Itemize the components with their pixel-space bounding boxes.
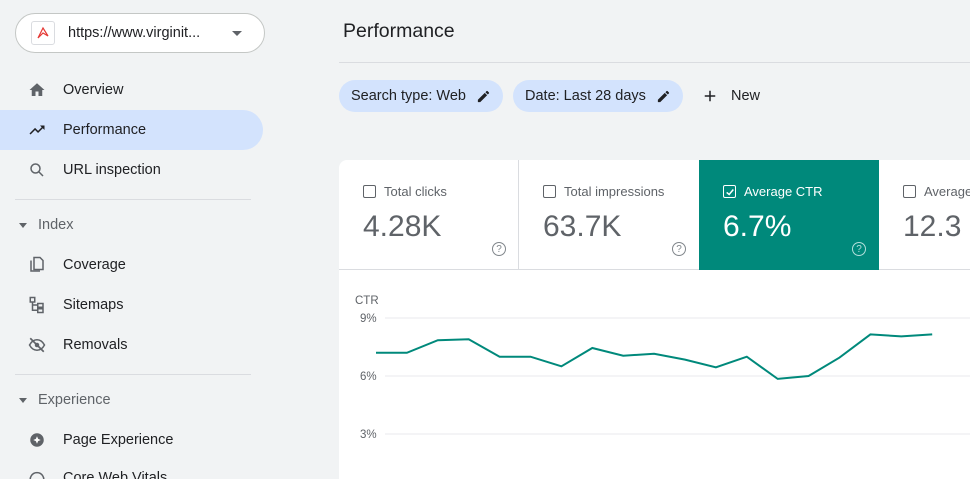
help-icon[interactable]: ? (852, 242, 866, 256)
sidebar-item-core-web-vitals[interactable]: Core Web Vitals (0, 458, 263, 479)
y-tick-label: 6% (360, 371, 377, 383)
header-divider (339, 62, 970, 63)
metric-value: 12.3 (903, 210, 962, 243)
eye-off-icon (27, 335, 47, 355)
sidebar-item-label: Coverage (63, 257, 126, 273)
metric-label: Average CTR (744, 184, 823, 199)
edit-pencil-icon (476, 89, 491, 104)
date-filter-chip[interactable]: Date: Last 28 days (513, 80, 683, 112)
checkbox-checked-icon[interactable] (723, 185, 736, 198)
metric-total-clicks[interactable]: Total clicks 4.28K ? (339, 160, 519, 270)
sidebar-item-label: Core Web Vitals (63, 470, 168, 479)
help-icon[interactable]: ? (672, 242, 686, 256)
divider (15, 374, 251, 375)
search-icon (27, 160, 47, 180)
metric-average-position[interactable]: Average position 12.3 (879, 160, 970, 270)
metric-label: Total clicks (384, 184, 447, 199)
help-icon[interactable]: ? (492, 242, 506, 256)
file-copy-icon (27, 255, 47, 275)
main-content: Performance Search type: Web Date: Last … (320, 0, 970, 479)
arrow-drop-down-icon (19, 222, 27, 228)
sidebar-item-label: Sitemaps (63, 297, 124, 313)
metric-average-ctr[interactable]: Average CTR 6.7% ? (699, 160, 879, 270)
y-tick-label: 3% (360, 429, 377, 441)
speed-icon (27, 468, 47, 479)
arrow-drop-down-icon (19, 397, 27, 403)
home-icon (27, 80, 47, 100)
search-type-filter-chip[interactable]: Search type: Web (339, 80, 503, 112)
performance-card: Total clicks 4.28K ? Total impressions 6… (339, 160, 970, 479)
section-experience-toggle[interactable]: Experience (19, 392, 111, 408)
section-label: Experience (38, 392, 111, 408)
metric-value: 63.7K (543, 210, 622, 243)
sidebar-item-label: Page Experience (63, 432, 174, 448)
property-selector[interactable]: https://www.virginit... (15, 13, 265, 53)
sidebar-item-label: Performance (63, 122, 147, 138)
sidebar-item-overview[interactable]: Overview (0, 70, 263, 110)
sidebar-item-label: Overview (63, 82, 124, 98)
section-label: Index (38, 217, 74, 233)
property-url: https://www.virginit... (68, 25, 201, 41)
new-filter-label: New (731, 88, 761, 104)
sitemap-icon (27, 295, 47, 315)
checkbox-icon[interactable] (903, 185, 916, 198)
page-experience-icon (27, 430, 47, 450)
checkbox-icon[interactable] (363, 185, 376, 198)
sidebar-item-performance[interactable]: Performance (0, 110, 263, 150)
metric-label: Average position (924, 184, 970, 199)
trending-up-icon (27, 120, 47, 140)
sidebar: https://www.virginit... Overview Perform… (0, 0, 280, 479)
metric-label: Total impressions (564, 184, 665, 199)
chip-label: Date: Last 28 days (525, 88, 646, 104)
divider (15, 199, 251, 200)
ctr-chart: CTR 9% 6% 3% (355, 295, 970, 441)
sidebar-item-label: URL inspection (63, 162, 161, 178)
sidebar-item-removals[interactable]: Removals (0, 325, 263, 365)
edit-pencil-icon (656, 89, 671, 104)
y-tick-label: 9% (360, 313, 377, 325)
sidebar-item-coverage[interactable]: Coverage (0, 245, 263, 285)
divider (518, 160, 519, 270)
y-axis-label: CTR (355, 295, 379, 307)
plus-icon (701, 87, 719, 105)
chip-label: Search type: Web (351, 88, 466, 104)
page-title: Performance (343, 20, 455, 42)
metric-value: 4.28K (363, 210, 442, 243)
sidebar-item-label: Removals (63, 337, 128, 353)
metric-value: 6.7% (723, 210, 792, 243)
section-index-toggle[interactable]: Index (19, 217, 73, 233)
metric-total-impressions[interactable]: Total impressions 63.7K ? (519, 160, 699, 270)
checkbox-icon[interactable] (543, 185, 556, 198)
new-filter-button[interactable]: New (701, 80, 760, 112)
sidebar-item-page-experience[interactable]: Page Experience (0, 420, 263, 460)
series-line (376, 333, 933, 380)
chevron-down-icon[interactable] (232, 31, 242, 36)
sidebar-item-sitemaps[interactable]: Sitemaps (0, 285, 263, 325)
sidebar-item-url-inspection[interactable]: URL inspection (0, 150, 263, 190)
site-favicon-icon (31, 21, 55, 45)
